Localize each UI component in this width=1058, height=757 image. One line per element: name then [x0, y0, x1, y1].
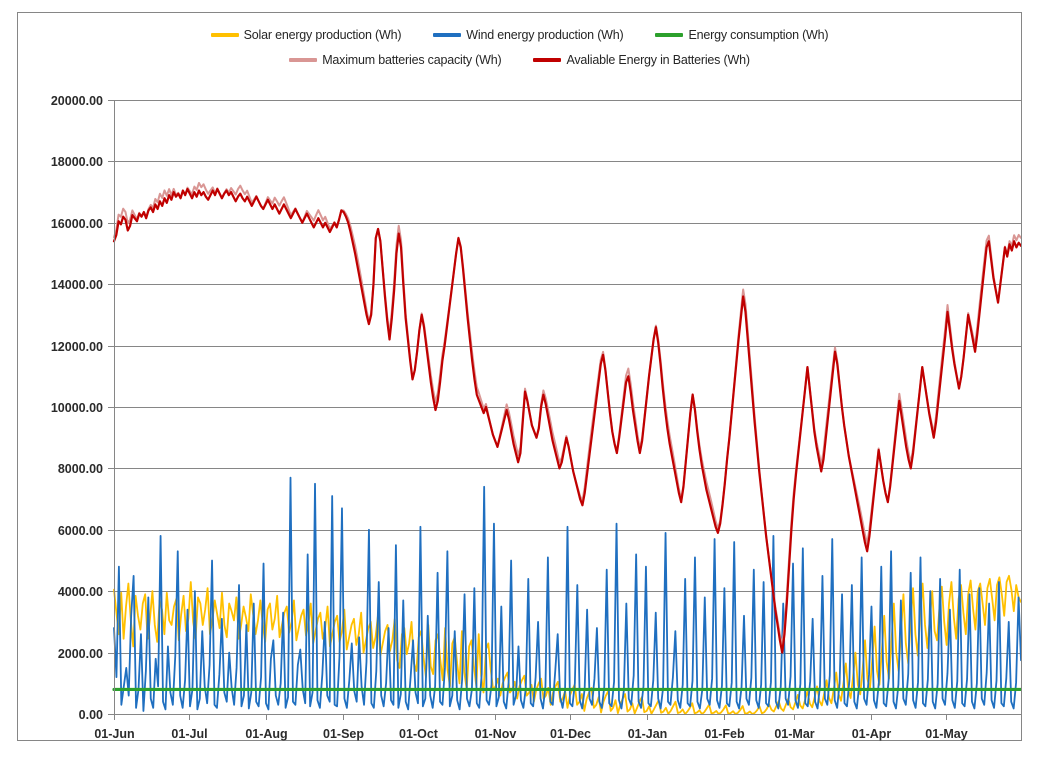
series-lines	[112, 181, 1021, 715]
y-axis-tick-label: 12000.00	[51, 340, 103, 354]
legend-item-label: Avaliable Energy in Batteries (Wh)	[566, 52, 750, 67]
legend-item-label: Solar energy production (Wh)	[243, 27, 402, 42]
y-axis-tick-label: 16000.00	[51, 217, 103, 231]
y-axis-tick-label: 4000.00	[58, 585, 103, 599]
legend-row-1: Solar energy production (Wh) Wind energy …	[18, 22, 1021, 47]
legend-color-swatch-icon	[289, 57, 318, 62]
x-axis-tick-label: 01-Oct	[399, 727, 439, 741]
legend-row-2: Maximum batteries capacity (Wh) Avaliable…	[18, 47, 1021, 72]
y-axis-tick-label: 18000.00	[51, 155, 103, 169]
y-axis-tick-label: 14000.00	[51, 278, 103, 292]
series-line	[113, 574, 1021, 715]
chart-legend: Solar energy production (Wh) Wind energy …	[18, 13, 1021, 71]
plot-area: 0.00 2000.00 4000.00 6000.00 8000.00 10000.00…	[18, 71, 1021, 741]
y-axis-tick-label: 10000.00	[51, 401, 103, 415]
chart-frame: Solar energy production (Wh) Wind energy …	[17, 12, 1022, 741]
legend-item[interactable]: Maximum batteries capacity (Wh)	[289, 52, 502, 67]
x-axis-tick-label: 01-Jan	[628, 727, 668, 741]
legend-color-swatch-icon	[655, 32, 684, 37]
legend-item[interactable]: Solar energy production (Wh)	[210, 27, 402, 42]
legend-item-label: Wind energy production (Wh)	[466, 27, 624, 42]
legend-color-swatch-icon	[533, 57, 562, 62]
y-axis-tick-label: 0.00	[79, 708, 103, 722]
y-axis-tick-label: 2000.00	[58, 647, 103, 661]
y-axis-labels: 0.00 2000.00 4000.00 6000.00 8000.00 10000.00…	[51, 94, 103, 722]
chart-svg: 0.00 2000.00 4000.00 6000.00 8000.00 10000.00…	[51, 94, 1021, 741]
x-axis-tick-label: 01-Apr	[852, 727, 892, 741]
legend-color-swatch-icon	[210, 32, 239, 37]
y-axis-ticks	[108, 100, 114, 715]
x-axis-tick-label: 01-Jun	[94, 727, 134, 741]
x-axis-tick-label: 01-Dec	[550, 727, 591, 741]
x-axis-tick-label: 01-Jul	[171, 727, 207, 741]
x-axis-tick-label: 01-Aug	[245, 727, 287, 741]
legend-item-label: Maximum batteries capacity (Wh)	[322, 52, 502, 67]
legend-item[interactable]: Wind energy production (Wh)	[433, 27, 624, 42]
legend-color-swatch-icon	[433, 32, 462, 37]
y-axis-tick-label: 20000.00	[51, 94, 103, 108]
x-axis-tick-label: 01-Feb	[704, 727, 745, 741]
series-line	[113, 476, 1021, 712]
x-axis-tick-label: 01-Nov	[475, 727, 517, 741]
axis-lines	[113, 100, 1021, 716]
legend-item-label: Energy consumption (Wh)	[688, 27, 829, 42]
legend-item[interactable]: Avaliable Energy in Batteries (Wh)	[533, 52, 750, 67]
x-axis-labels: 01-Jun 01-Jul 01-Aug 01-Sep 01-Oct 01-Nov 01-D…	[94, 727, 967, 741]
series-line	[112, 187, 1021, 654]
x-axis-tick-label: 01-Mar	[774, 727, 814, 741]
legend-item[interactable]: Energy consumption (Wh)	[655, 27, 829, 42]
y-axis-tick-label: 6000.00	[58, 524, 103, 538]
gridlines	[114, 100, 1021, 654]
x-axis-tick-label: 01-Sep	[323, 727, 364, 741]
x-axis-tick-label: 01-May	[925, 727, 967, 741]
y-axis-tick-label: 8000.00	[58, 462, 103, 476]
